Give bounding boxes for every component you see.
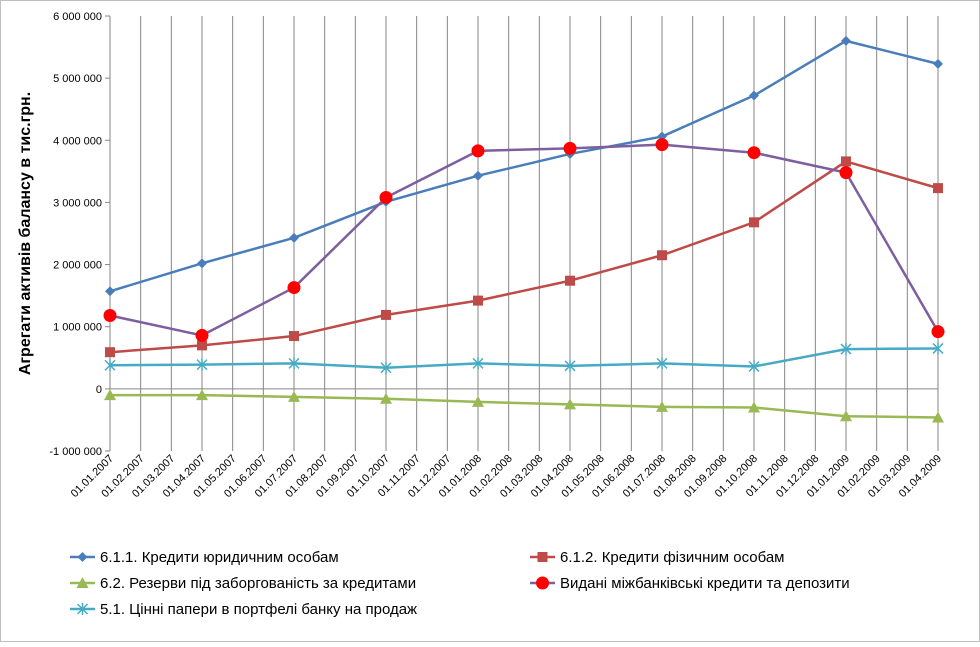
data-point-triangle: [564, 398, 576, 410]
data-point-square: [197, 340, 207, 351]
y-axis-title: Агрегати активів балансу в тис.грн.: [17, 92, 34, 375]
legend-item: Видані міжбанківські кредити та депозити: [530, 575, 850, 592]
y-tick-label: 2 000 000: [53, 260, 102, 272]
legend-label: 6.1.2. Кредити фізичним особам: [560, 549, 784, 566]
data-point-circle: [195, 328, 209, 342]
data-point-star: [748, 360, 760, 373]
data-point-star: [76, 603, 89, 615]
series: [105, 156, 943, 358]
data-point-triangle: [196, 389, 208, 401]
data-point-circle: [563, 141, 577, 155]
series-line: [109, 39, 939, 293]
data-point-star: [380, 361, 392, 374]
legend-label: 6.2. Резерви під заборгованість за креди…: [100, 575, 416, 592]
data-point-circle: [747, 146, 761, 160]
data-point-triangle: [840, 410, 852, 422]
data-point-circle: [839, 166, 853, 180]
series: [103, 138, 945, 342]
data-point-square: [933, 183, 943, 194]
data-point-square: [537, 552, 548, 562]
data-point-star: [564, 359, 576, 372]
data-point-star: [656, 357, 668, 370]
data-point-star: [196, 358, 208, 371]
data-point-circle: [471, 144, 485, 158]
grid: [109, 16, 939, 451]
data-point-star: [840, 343, 852, 356]
data-point-diamond: [749, 90, 759, 101]
series: [104, 342, 944, 374]
data-point-square: [473, 295, 483, 306]
series-layer: [103, 35, 945, 423]
data-point-square: [381, 309, 391, 320]
data-point-diamond: [473, 170, 483, 181]
data-point-square: [105, 347, 115, 358]
data-point-circle: [379, 190, 393, 204]
data-point-circle: [655, 138, 669, 152]
data-point-circle: [931, 325, 945, 339]
legend-item: 5.1. Цінні папери в портфелі банку на пр…: [70, 601, 417, 618]
y-tick-label: -1 000 000: [49, 446, 102, 458]
y-tick-label: 0: [96, 384, 102, 396]
data-point-triangle: [288, 390, 300, 402]
legend-item: 6.2. Резерви під заборгованість за креди…: [70, 575, 416, 592]
data-point-diamond: [105, 286, 115, 297]
data-point-triangle: [472, 395, 484, 407]
data-point-square: [289, 331, 299, 342]
y-tick-label: 5 000 000: [53, 73, 102, 85]
y-tick-label: 6 000 000: [53, 11, 102, 23]
series-line: [109, 160, 939, 354]
data-point-triangle: [932, 411, 944, 423]
y-tick-label: 1 000 000: [53, 322, 102, 334]
series-line: [109, 347, 939, 369]
series-line: [109, 143, 940, 337]
data-point-triangle: [380, 392, 392, 404]
data-point-circle: [103, 309, 117, 323]
legend-item: 6.1.2. Кредити фізичним особам: [530, 549, 784, 566]
data-point-circle: [536, 576, 549, 590]
legend: 6.1.1. Кредити юридичним особам 6.1.2. Кр…: [70, 549, 850, 618]
series: [104, 389, 944, 423]
y-tick-label: 3 000 000: [53, 197, 102, 209]
data-point-triangle: [76, 577, 89, 588]
data-point-square: [749, 217, 759, 228]
y-tick-label: 4 000 000: [53, 135, 102, 147]
legend-item: 6.1.1. Кредити юридичним особам: [70, 549, 339, 566]
data-point-triangle: [656, 400, 668, 412]
legend-label: 6.1.1. Кредити юридичним особам: [100, 549, 339, 566]
data-point-diamond: [77, 552, 88, 562]
data-point-diamond: [197, 258, 207, 269]
data-point-circle: [287, 281, 301, 295]
data-point-diamond: [289, 232, 299, 243]
data-point-square: [841, 156, 851, 167]
data-point-star: [104, 359, 116, 372]
data-point-triangle: [748, 401, 760, 413]
data-point-star: [932, 342, 944, 355]
legend-label: Видані міжбанківські кредити та депозити: [560, 575, 850, 592]
data-point-diamond: [841, 35, 851, 46]
data-point-square: [657, 250, 667, 261]
data-point-diamond: [933, 58, 943, 69]
data-point-triangle: [104, 389, 116, 401]
series-line: [110, 393, 939, 419]
legend-label: 5.1. Цінні папери в портфелі банку на пр…: [100, 601, 417, 618]
data-point-square: [565, 275, 575, 286]
data-point-star: [472, 357, 484, 370]
data-point-star: [288, 357, 300, 370]
